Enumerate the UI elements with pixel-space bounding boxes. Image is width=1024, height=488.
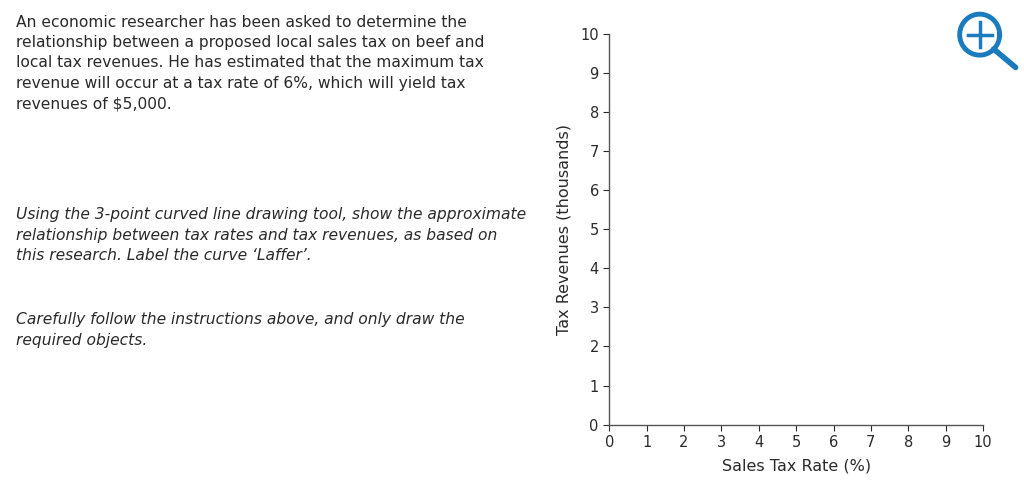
Text: Using the 3-point curved line drawing tool, show the approximate
relationship be: Using the 3-point curved line drawing to… xyxy=(16,207,526,263)
Text: Carefully follow the instructions above, and only draw the
required objects.: Carefully follow the instructions above,… xyxy=(16,312,465,348)
Y-axis label: Tax Revenues (thousands): Tax Revenues (thousands) xyxy=(557,124,572,335)
X-axis label: Sales Tax Rate (%): Sales Tax Rate (%) xyxy=(722,458,870,473)
Text: An economic researcher has been asked to determine the
relationship between a pr: An economic researcher has been asked to… xyxy=(16,15,484,111)
